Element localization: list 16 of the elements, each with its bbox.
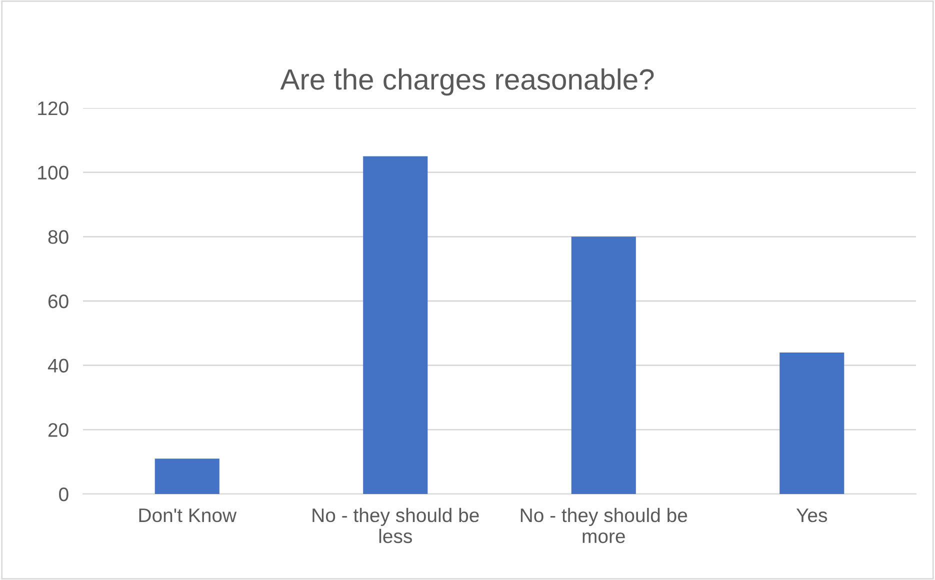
y-tick-label: 0 [59, 487, 68, 502]
y-tick-label: 60 [48, 294, 68, 308]
bar [363, 156, 428, 494]
bar [571, 236, 636, 494]
bar [154, 458, 220, 494]
x-tick-label: Don't Know [139, 508, 237, 522]
x-tick-label: No - they should be less [312, 508, 479, 544]
x-tick-label: Yes [796, 508, 828, 522]
bar [780, 352, 844, 494]
x-tick-label: No - they should be more [520, 508, 688, 544]
y-tick-label: 100 [38, 166, 68, 180]
y-tick-label: 80 [48, 230, 68, 244]
y-tick-label: 120 [38, 101, 68, 116]
y-tick-label: 20 [48, 423, 68, 437]
y-tick-label: 40 [48, 358, 68, 373]
chart-title: Are the charges reasonable? [280, 68, 654, 96]
